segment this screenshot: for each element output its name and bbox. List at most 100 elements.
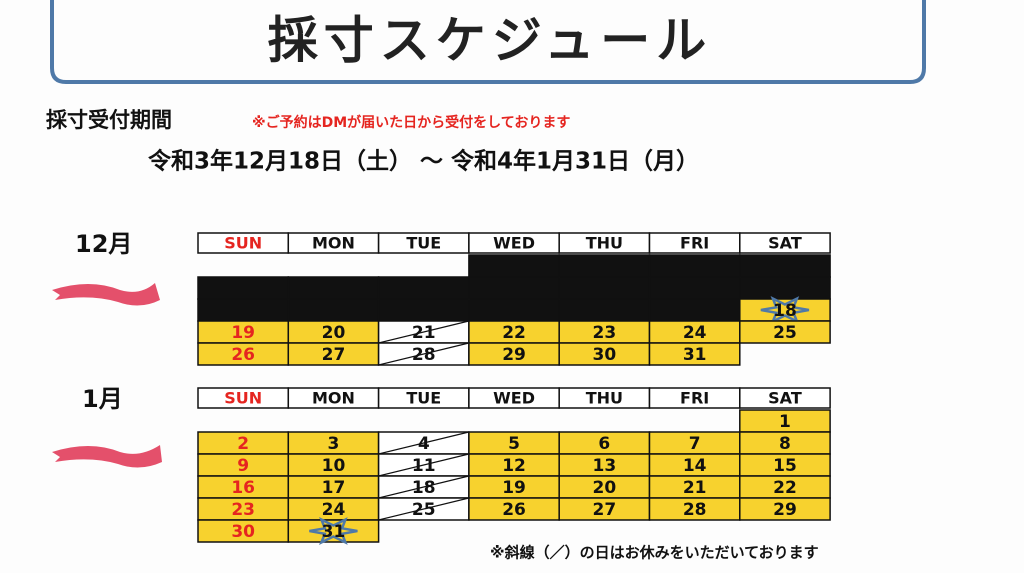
day-cell <box>197 298 290 322</box>
day-number: 1 <box>779 412 791 432</box>
day-number: 14 <box>683 456 707 476</box>
month-label: 12月 <box>75 230 132 258</box>
month-label: 1月 <box>82 385 123 413</box>
ribbon <box>52 283 160 306</box>
day-number: 18 <box>773 301 797 321</box>
day-cell <box>648 298 741 322</box>
period-label: 採寸受付期間 <box>46 108 172 132</box>
day-number: 19 <box>231 323 255 343</box>
day-cell <box>648 276 741 300</box>
day-number: 27 <box>593 500 617 520</box>
weekday: SUN <box>224 234 262 253</box>
day-number: 27 <box>322 345 346 365</box>
start-end-star <box>309 517 358 545</box>
day-number: 5 <box>508 434 520 454</box>
day-number: 8 <box>779 434 791 454</box>
day-number: 12 <box>502 456 526 476</box>
weekday: SAT <box>768 234 802 253</box>
day-cell <box>558 276 651 300</box>
day-number: 21 <box>683 478 707 498</box>
day-cell <box>377 276 470 300</box>
day-number: 19 <box>502 478 526 498</box>
day-cell <box>558 254 651 278</box>
day-number: 31 <box>322 522 346 542</box>
day-cell <box>468 298 560 322</box>
weekday: SAT <box>768 389 802 408</box>
period-note: ※ご予約はDMが届いた日から受付をしております <box>252 114 570 131</box>
period-range: 令和3年12月18日（土） ～ 令和4年1月31日（月） <box>148 148 699 175</box>
day-cell <box>287 298 380 322</box>
weekday: TUE <box>406 389 441 408</box>
day-number: 16 <box>231 478 255 498</box>
ribbon <box>52 445 162 468</box>
day-number: 9 <box>237 456 249 476</box>
day-number: 25 <box>773 323 797 343</box>
day-cell <box>558 298 651 322</box>
day-number: 13 <box>593 456 617 476</box>
day-cell <box>739 497 831 521</box>
day-number: 10 <box>322 456 346 476</box>
closed-slash <box>378 453 470 477</box>
day-cell <box>739 320 831 344</box>
weekday: WED <box>493 389 535 408</box>
day-number: 23 <box>593 323 617 343</box>
day-number: 21 <box>412 323 436 343</box>
day-number: 20 <box>593 478 617 498</box>
footer-note: ※斜線（／）の日はお休みをいただいております <box>490 544 819 562</box>
weekday-cell <box>739 387 831 409</box>
closed-slash <box>378 342 470 366</box>
title-frame <box>50 0 926 84</box>
weekday: MON <box>312 389 355 408</box>
day-number: 17 <box>322 478 346 498</box>
day-number: 28 <box>683 500 707 520</box>
closed-slash <box>378 320 470 344</box>
closed-slash <box>378 497 470 521</box>
weekday: FRI <box>680 234 709 253</box>
day-number: 29 <box>773 500 797 520</box>
weekday: SUN <box>224 389 262 408</box>
day-cell <box>468 254 560 278</box>
day-number: 31 <box>683 345 707 365</box>
day-number: 15 <box>773 456 797 476</box>
day-cell <box>648 342 741 366</box>
day-number: 7 <box>689 434 701 454</box>
day-cell <box>287 519 380 543</box>
day-number: 4 <box>418 434 430 454</box>
weekday: TUE <box>406 234 441 253</box>
day-number: 23 <box>231 500 255 520</box>
weekday: THU <box>586 234 623 253</box>
weekday: THU <box>586 389 623 408</box>
day-number: 2 <box>237 434 249 454</box>
day-number: 24 <box>322 500 346 520</box>
day-cell <box>197 276 290 300</box>
day-cell <box>287 276 380 300</box>
day-cell <box>468 276 560 300</box>
day-number: 18 <box>412 478 436 498</box>
day-number: 6 <box>598 434 610 454</box>
closed-slash <box>378 431 470 455</box>
closed-slash <box>378 475 470 499</box>
title: 採寸スケジュール <box>268 12 713 70</box>
day-cell <box>648 254 741 278</box>
day-cell <box>377 298 470 322</box>
day-number: 22 <box>502 323 526 343</box>
day-number: 24 <box>683 323 707 343</box>
day-number: 29 <box>502 345 526 365</box>
day-number: 11 <box>412 456 436 476</box>
day-number: 30 <box>593 345 617 365</box>
day-number: 30 <box>231 522 255 542</box>
weekday: MON <box>312 234 355 253</box>
day-number: 22 <box>773 478 797 498</box>
weekday-cell <box>739 232 831 254</box>
day-number: 26 <box>502 500 526 520</box>
day-number: 20 <box>322 323 346 343</box>
day-cell <box>739 254 831 278</box>
weekday: FRI <box>680 389 709 408</box>
day-number: 26 <box>231 345 255 365</box>
day-number: 25 <box>412 500 436 520</box>
day-number: 3 <box>328 434 340 454</box>
weekday: WED <box>493 234 535 253</box>
day-cell <box>739 276 831 300</box>
day-number: 28 <box>412 345 436 365</box>
